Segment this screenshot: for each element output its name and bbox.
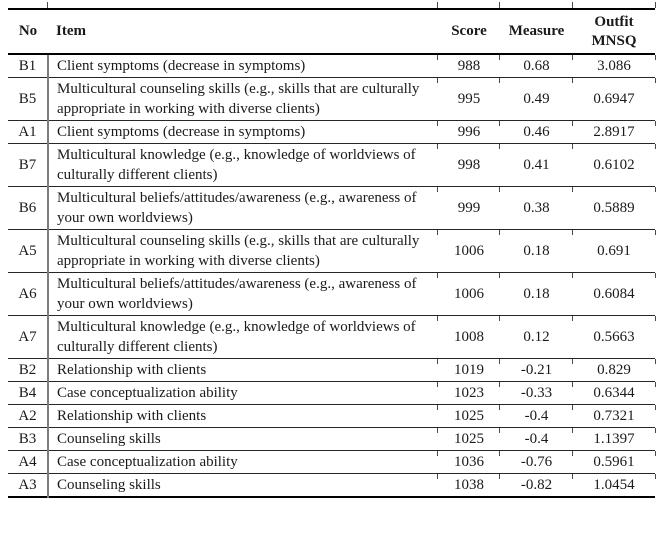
table-row: B7 Multicultural knowledge (e.g., knowle… — [8, 143, 656, 187]
column-header-measure: Measure — [499, 1, 573, 55]
cell-score: 1019 — [437, 358, 500, 382]
cell-outfit-mnsq: 1.1397 — [572, 427, 656, 451]
cell-measure: -0.21 — [499, 358, 573, 382]
table-row: B1 Client symptoms (decrease in symptoms… — [8, 53, 656, 78]
cell-item: Relationship with clients — [47, 404, 438, 428]
table-row: B2 Relationship with clients 1019 -0.21 … — [8, 358, 656, 382]
cell-item: Counseling skills — [47, 473, 438, 497]
table-row: A3 Counseling skills 1038 -0.82 1.0454 — [8, 473, 656, 497]
table-row: B4 Case conceptualization ability 1023 -… — [8, 381, 656, 405]
cell-measure: 0.38 — [499, 186, 573, 230]
cell-item: Relationship with clients — [47, 358, 438, 382]
cell-no: B4 — [8, 381, 48, 405]
table-row: B6 Multicultural beliefs/attitudes/aware… — [8, 186, 656, 230]
cell-measure: 0.18 — [499, 229, 573, 273]
cell-item: Multicultural knowledge (e.g., knowledge… — [47, 315, 438, 359]
cell-no: B2 — [8, 358, 48, 382]
cell-no: B1 — [8, 53, 48, 78]
cell-item: Multicultural counseling skills (e.g., s… — [47, 77, 438, 121]
cell-measure: -0.4 — [499, 427, 573, 451]
cell-item: Multicultural counseling skills (e.g., s… — [47, 229, 438, 273]
column-header-outfit-mnsq: Outfit MNSQ — [572, 1, 656, 55]
cell-outfit-mnsq: 0.5889 — [572, 186, 656, 230]
column-header-no: No — [8, 9, 48, 55]
item-statistics-table: No Item Score Measure Outfit MNSQ B1 Cli… — [8, 1, 656, 498]
cell-score: 1025 — [437, 427, 500, 451]
cell-measure: -0.82 — [499, 473, 573, 497]
cell-item: Case conceptualization ability — [47, 381, 438, 405]
column-header-item: Item — [47, 1, 438, 55]
cell-score: 996 — [437, 120, 500, 144]
cell-outfit-mnsq: 0.6084 — [572, 272, 656, 316]
cell-no: A5 — [8, 229, 48, 273]
cell-outfit-mnsq: 2.8917 — [572, 120, 656, 144]
cell-score: 1036 — [437, 450, 500, 474]
cell-no: B7 — [8, 143, 48, 187]
cell-item: Client symptoms (decrease in symptoms) — [47, 53, 438, 78]
cell-no: A1 — [8, 120, 48, 144]
table-row: B5 Multicultural counseling skills (e.g.… — [8, 77, 656, 121]
cell-no: A6 — [8, 272, 48, 316]
cell-measure: 0.12 — [499, 315, 573, 359]
table-row: A5 Multicultural counseling skills (e.g.… — [8, 229, 656, 273]
cell-item: Multicultural knowledge (e.g., knowledge… — [47, 143, 438, 187]
cell-score: 1006 — [437, 229, 500, 273]
cell-measure: 0.49 — [499, 77, 573, 121]
cell-item: Case conceptualization ability — [47, 450, 438, 474]
cell-score: 1025 — [437, 404, 500, 428]
cell-measure: 0.18 — [499, 272, 573, 316]
cell-no: A3 — [8, 473, 48, 497]
table-row: A4 Case conceptualization ability 1036 -… — [8, 450, 656, 474]
cell-outfit-mnsq: 0.5961 — [572, 450, 656, 474]
cell-outfit-mnsq: 0.691 — [572, 229, 656, 273]
cell-item: Client symptoms (decrease in symptoms) — [47, 120, 438, 144]
cell-no: B3 — [8, 427, 48, 451]
cell-no: A7 — [8, 315, 48, 359]
table-row: B3 Counseling skills 1025 -0.4 1.1397 — [8, 427, 656, 451]
cell-score: 998 — [437, 143, 500, 187]
cell-score: 1006 — [437, 272, 500, 316]
cell-outfit-mnsq: 3.086 — [572, 53, 656, 78]
table-header-row: No Item Score Measure Outfit MNSQ — [8, 1, 656, 55]
cell-measure: 0.41 — [499, 143, 573, 187]
column-header-score: Score — [437, 1, 500, 55]
cell-no: B6 — [8, 186, 48, 230]
cell-no: A2 — [8, 404, 48, 428]
cell-measure: -0.76 — [499, 450, 573, 474]
cell-score: 999 — [437, 186, 500, 230]
cell-score: 1008 — [437, 315, 500, 359]
cell-no: B5 — [8, 77, 48, 121]
table-body: B1 Client symptoms (decrease in symptoms… — [8, 53, 656, 497]
cell-outfit-mnsq: 0.6344 — [572, 381, 656, 405]
cell-item: Counseling skills — [47, 427, 438, 451]
cell-item: Multicultural beliefs/attitudes/awarenes… — [47, 272, 438, 316]
cell-score: 988 — [437, 53, 500, 78]
table-row: A7 Multicultural knowledge (e.g., knowle… — [8, 315, 656, 359]
cell-outfit-mnsq: 0.829 — [572, 358, 656, 382]
table-row: A1 Client symptoms (decrease in symptoms… — [8, 120, 656, 144]
cell-measure: -0.4 — [499, 404, 573, 428]
cell-item: Multicultural beliefs/attitudes/awarenes… — [47, 186, 438, 230]
cell-score: 1023 — [437, 381, 500, 405]
cell-score: 1038 — [437, 473, 500, 497]
cell-measure: -0.33 — [499, 381, 573, 405]
cell-measure: 0.46 — [499, 120, 573, 144]
table-row: A2 Relationship with clients 1025 -0.4 0… — [8, 404, 656, 428]
cell-score: 995 — [437, 77, 500, 121]
cell-outfit-mnsq: 1.0454 — [572, 473, 656, 497]
cell-outfit-mnsq: 0.7321 — [572, 404, 656, 428]
cell-measure: 0.68 — [499, 53, 573, 78]
cell-no: A4 — [8, 450, 48, 474]
cell-outfit-mnsq: 0.5663 — [572, 315, 656, 359]
cell-outfit-mnsq: 0.6947 — [572, 77, 656, 121]
cell-outfit-mnsq: 0.6102 — [572, 143, 656, 187]
table-row: A6 Multicultural beliefs/attitudes/aware… — [8, 272, 656, 316]
